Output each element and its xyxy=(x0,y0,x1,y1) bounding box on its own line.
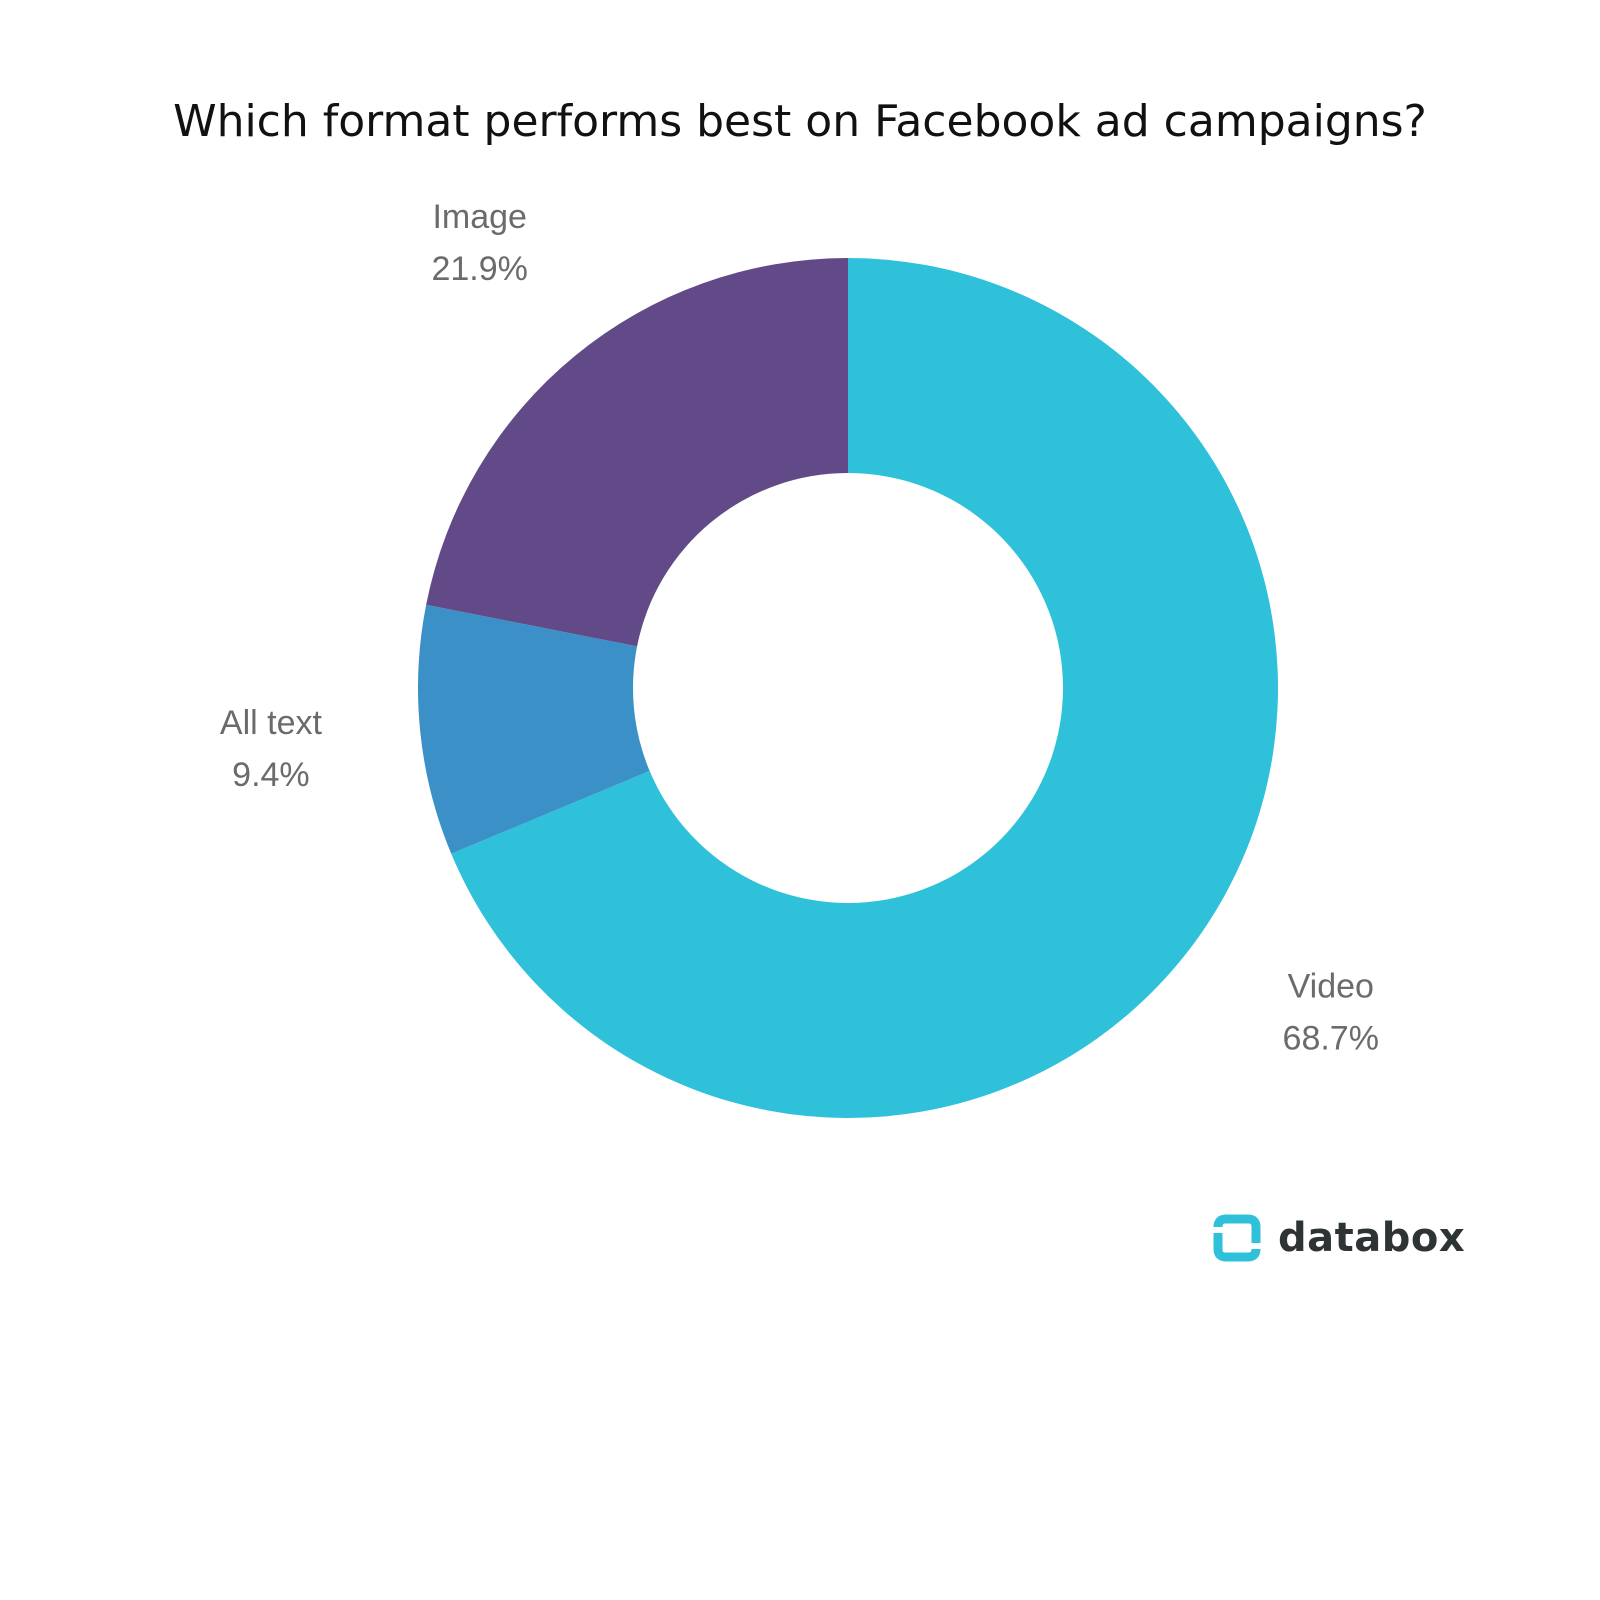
slice-labels: Video 68.7% All text 9.4% Image 21.9% xyxy=(220,198,1379,1058)
brand-watermark: databox xyxy=(1212,1212,1465,1264)
databox-logo-icon xyxy=(1213,1214,1261,1262)
slice-video xyxy=(451,258,1278,1118)
slice-all-text xyxy=(418,604,650,854)
donut-slices xyxy=(418,258,1278,1118)
slice-value-all-text: 9.4% xyxy=(232,756,310,794)
slice-value-image: 21.9% xyxy=(431,250,527,288)
slice-value-video: 68.7% xyxy=(1283,1019,1379,1057)
slice-label-image: Image xyxy=(432,198,527,236)
chart-title: Which format performs best on Facebook a… xyxy=(173,96,1427,147)
slice-image xyxy=(426,258,848,647)
slice-label-video: Video xyxy=(1288,967,1374,1005)
brand-name: databox xyxy=(1278,1215,1466,1261)
slice-label-all-text: All text xyxy=(220,704,323,742)
